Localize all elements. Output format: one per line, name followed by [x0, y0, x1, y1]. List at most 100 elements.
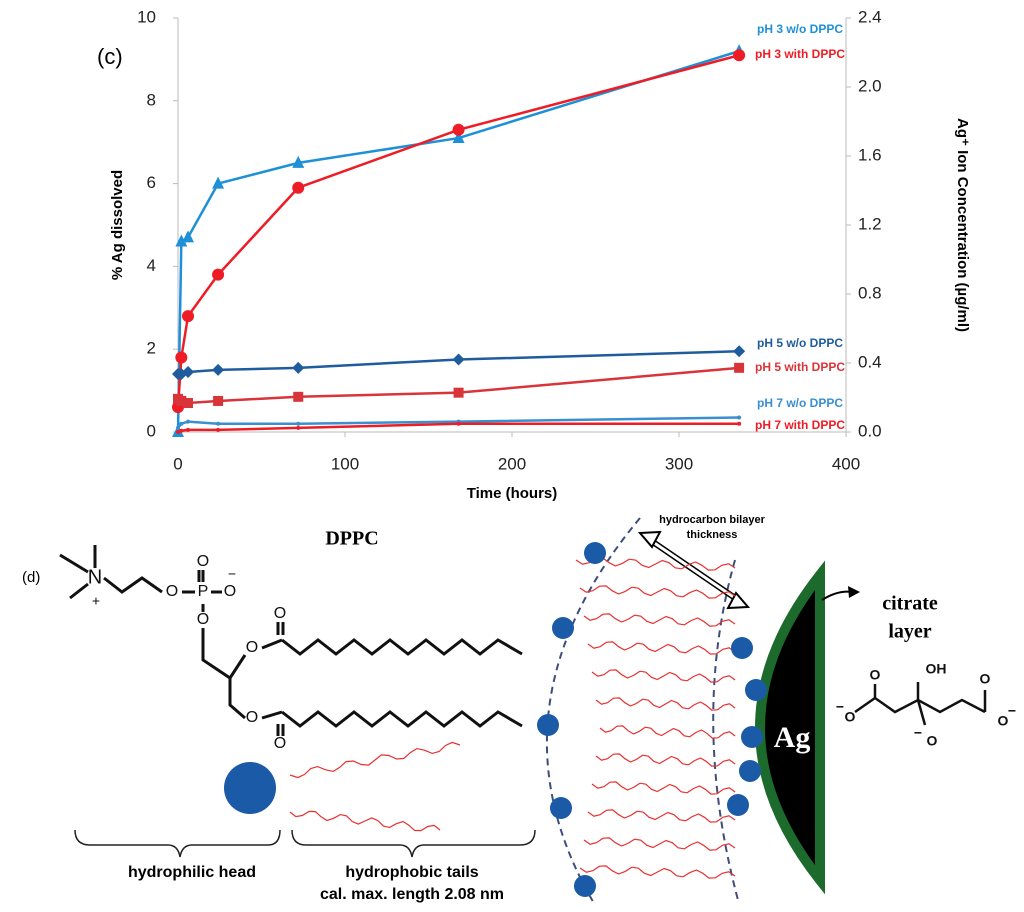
head-group: [727, 794, 749, 816]
molecule-title: DPPC: [325, 528, 378, 550]
atom-label: −: [836, 699, 844, 715]
atom-label: O: [224, 583, 236, 600]
x-tick-label: 0: [173, 454, 182, 473]
head-group: [552, 617, 574, 639]
marker: [734, 362, 745, 373]
dppc-skeleton: [59, 545, 523, 736]
marker: [176, 430, 180, 434]
atom-label: −: [1008, 703, 1016, 719]
panel-label: (d): [22, 569, 40, 586]
lipid-tail: [289, 810, 441, 832]
marker: [456, 421, 461, 426]
atom-label: O: [166, 583, 178, 600]
lipid-tail: [591, 781, 736, 795]
bilayer-edges: [545, 517, 739, 906]
marker: [186, 427, 191, 432]
y2-tick-label: 0.8: [858, 283, 882, 302]
lipid-tail: [583, 613, 736, 627]
marker: [175, 351, 188, 364]
atom-label: O: [980, 671, 991, 687]
marker: [453, 387, 464, 398]
head-label: hydrophilic head: [128, 864, 256, 881]
head-group: [550, 797, 572, 819]
citrate-label: layer: [888, 621, 931, 643]
marker: [182, 310, 195, 323]
panel-label: (c): [97, 44, 123, 69]
atom-label: O: [274, 735, 286, 752]
y-tick-label: 8: [147, 90, 156, 109]
marker: [737, 415, 742, 420]
marker: [292, 155, 305, 168]
marker: [292, 181, 305, 194]
y2-axis-title: Ag⁺ Ion Concentration (µg/ml): [954, 118, 971, 332]
x-tick-label: 100: [331, 454, 359, 473]
head-group: [745, 679, 767, 701]
legend-label: pH 5 with DPPC: [755, 360, 845, 374]
lipid-tail: [591, 669, 736, 683]
lipid-tail: [579, 865, 736, 879]
y-tick-label: 6: [147, 173, 156, 192]
marker: [212, 176, 225, 189]
marker: [186, 419, 191, 424]
atom-label: P: [198, 583, 209, 600]
particle-label: Ag: [774, 721, 811, 754]
atom-label: −: [914, 725, 922, 741]
thickness-arrow: [637, 530, 751, 610]
series-line: [177, 366, 740, 405]
atom-label: O: [197, 611, 209, 628]
marker: [452, 131, 465, 144]
lipid-tail: [579, 585, 736, 599]
lipid-tail: [587, 641, 736, 655]
bilayer-label: hydrocarbon bilayer: [659, 514, 765, 526]
atom-label: N: [88, 566, 102, 588]
marker: [293, 391, 304, 402]
head-group: [574, 875, 596, 897]
lipid-tail: [595, 753, 736, 767]
legend-label: pH 5 w/o DPPC: [757, 336, 843, 350]
marker: [733, 49, 746, 62]
lipid-tail: [289, 741, 461, 779]
atom-label: O: [274, 605, 286, 622]
marker: [737, 421, 742, 426]
x-axis-title: Time (hours): [467, 485, 558, 502]
citrate-skeleton: [854, 682, 987, 726]
head-group: [537, 714, 559, 736]
marker: [216, 427, 221, 432]
lipid-tail: [587, 809, 736, 823]
y-tick-label: 2: [147, 339, 156, 358]
y-tick-label: 10: [137, 7, 156, 26]
marker: [212, 268, 225, 281]
marker: [183, 398, 194, 409]
legend-label: pH 7 w/o DPPC: [757, 396, 843, 410]
y2-tick-label: 1.6: [858, 145, 882, 164]
atom-label: −: [228, 566, 236, 582]
y-axis-title: % Ag dissolved: [109, 170, 126, 280]
marker: [296, 421, 301, 426]
head-group: [584, 542, 606, 564]
y2-tick-label: 2.4: [858, 7, 882, 26]
marker: [296, 425, 301, 430]
marker: [179, 428, 184, 433]
x-tick-label: 400: [832, 454, 860, 473]
head-group: [741, 726, 763, 748]
atom-label: O: [197, 553, 209, 570]
y2-tick-label: 1.2: [858, 214, 882, 233]
marker: [175, 234, 188, 247]
x-tick-label: 300: [665, 454, 693, 473]
marker: [176, 395, 187, 406]
x-tick-label: 200: [498, 454, 526, 473]
head-icon: [224, 762, 276, 814]
head-group: [739, 760, 761, 782]
marker: [212, 363, 225, 376]
atom-label: O: [870, 667, 881, 683]
y2-tick-label: 0.0: [858, 421, 882, 440]
marker: [176, 425, 180, 430]
arrow-head: [848, 586, 860, 598]
citrate-arrow: [821, 590, 853, 601]
marker: [292, 361, 305, 374]
legend-label: pH 3 with DPPC: [755, 47, 845, 61]
braces: [74, 829, 536, 858]
marker: [216, 421, 221, 426]
marker: [213, 395, 224, 406]
